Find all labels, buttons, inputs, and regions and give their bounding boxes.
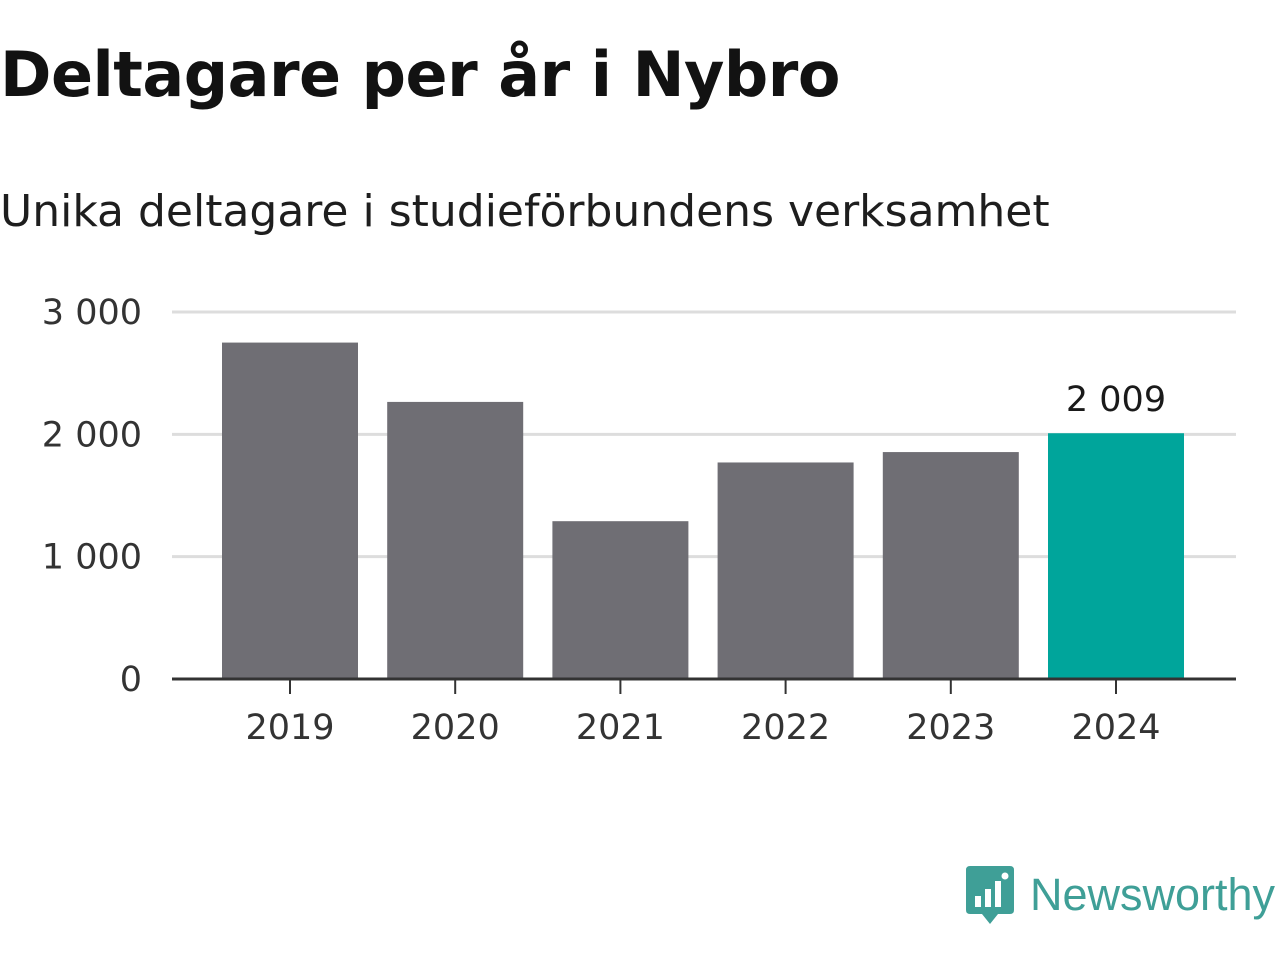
y-tick-label: 3 000 xyxy=(42,293,142,333)
bar xyxy=(222,342,358,679)
x-tick-label: 2023 xyxy=(906,708,995,748)
chart-title: Deltagare per år i Nybro xyxy=(0,38,840,111)
x-tick-label: 2022 xyxy=(741,708,830,748)
x-tick-label: 2024 xyxy=(1071,708,1160,748)
bar-chart-speech-bubble-icon xyxy=(966,866,1014,924)
data-labels: 2 009 xyxy=(1066,380,1166,420)
x-tick-label: 2020 xyxy=(411,708,500,748)
bars xyxy=(222,342,1184,679)
x-axis-ticks: 2019 2020 2021 2022 2023 2024 xyxy=(172,677,1236,748)
brand-logo: Newsworthy xyxy=(964,864,1275,926)
bar xyxy=(882,452,1019,679)
bar xyxy=(552,521,689,679)
y-tick-label: 1 000 xyxy=(42,538,142,578)
bar xyxy=(387,401,524,679)
x-tick-label: 2021 xyxy=(576,708,665,748)
x-tick-label: 2019 xyxy=(245,708,334,748)
bar xyxy=(717,462,854,679)
y-tick-label: 0 xyxy=(120,660,142,700)
bar-chart: 0 1 000 2 000 3 000 2019 2020 2021 2022 2023 202… xyxy=(42,293,1236,748)
y-tick-label: 2 000 xyxy=(42,415,142,455)
data-label: 2 009 xyxy=(1066,380,1166,420)
y-axis-ticks: 0 1 000 2 000 3 000 xyxy=(42,293,142,700)
bar xyxy=(1048,433,1184,679)
brand-name: Newsworthy xyxy=(1030,869,1276,920)
chart-subtitle: Unika deltagare i studieförbundens verks… xyxy=(0,186,1050,237)
